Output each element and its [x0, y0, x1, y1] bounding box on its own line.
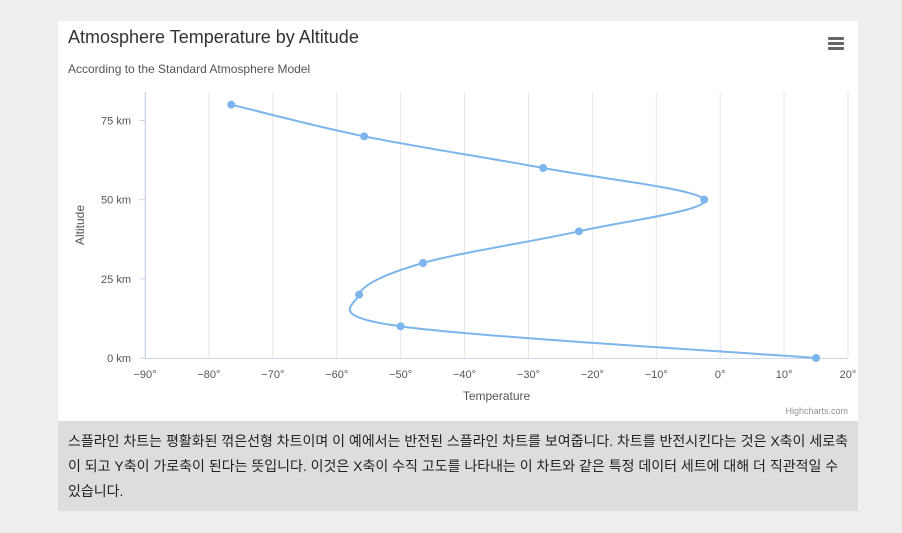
temperature-tick-label: −40°	[453, 369, 476, 381]
data-point	[419, 259, 428, 267]
temperature-tick-label: 0°	[715, 369, 726, 381]
altitude-tick-label: 0 km	[107, 353, 131, 365]
altitude-tick-label: 25 km	[101, 274, 131, 286]
data-point	[227, 100, 236, 109]
temperature-tick-label: −80°	[197, 369, 220, 381]
data-point	[355, 290, 364, 299]
altitude-axis-title: Altitude	[73, 205, 87, 245]
data-point	[812, 354, 821, 362]
data-point	[360, 132, 369, 141]
altitude-tick-label: 50 km	[101, 195, 131, 207]
series-line	[231, 103, 817, 359]
credits-link[interactable]: Highcharts.com	[785, 406, 848, 416]
temperature-tick-label: −10°	[645, 369, 668, 381]
chart-description: 스플라인 차트는 평활화된 꺾은선형 차트이며 이 예에서는 반전된 스플라인 …	[58, 421, 858, 511]
temperature-tick-label: 10°	[776, 369, 793, 381]
altitude-tick-label: 75 km	[101, 116, 131, 128]
temperature-axis-title: Temperature	[463, 389, 531, 403]
temperature-tick-label: −50°	[389, 369, 412, 381]
data-point	[700, 195, 709, 204]
chart-container: Atmosphere Temperature by Altitude Accor…	[58, 21, 858, 421]
data-point	[396, 322, 405, 331]
temperature-tick-label: −90°	[133, 369, 156, 381]
data-point	[539, 164, 548, 172]
chart-title: Atmosphere Temperature by Altitude	[68, 27, 359, 47]
chart-subtitle: According to the Standard Atmosphere Mod…	[68, 62, 311, 76]
data-point	[574, 227, 583, 236]
hamburger-menu-icon[interactable]	[824, 33, 848, 55]
temperature-tick-label: 20°	[840, 369, 857, 381]
temperature-tick-label: −60°	[325, 369, 348, 381]
temperature-tick-label: −70°	[261, 369, 284, 381]
plot-area: −90° −80° −70° −60° −50° −40° −30° −20° −10° 0° 10…	[73, 92, 857, 403]
temperature-tick-label: −30°	[517, 369, 540, 381]
temperature-tick-label: −20°	[581, 369, 604, 381]
